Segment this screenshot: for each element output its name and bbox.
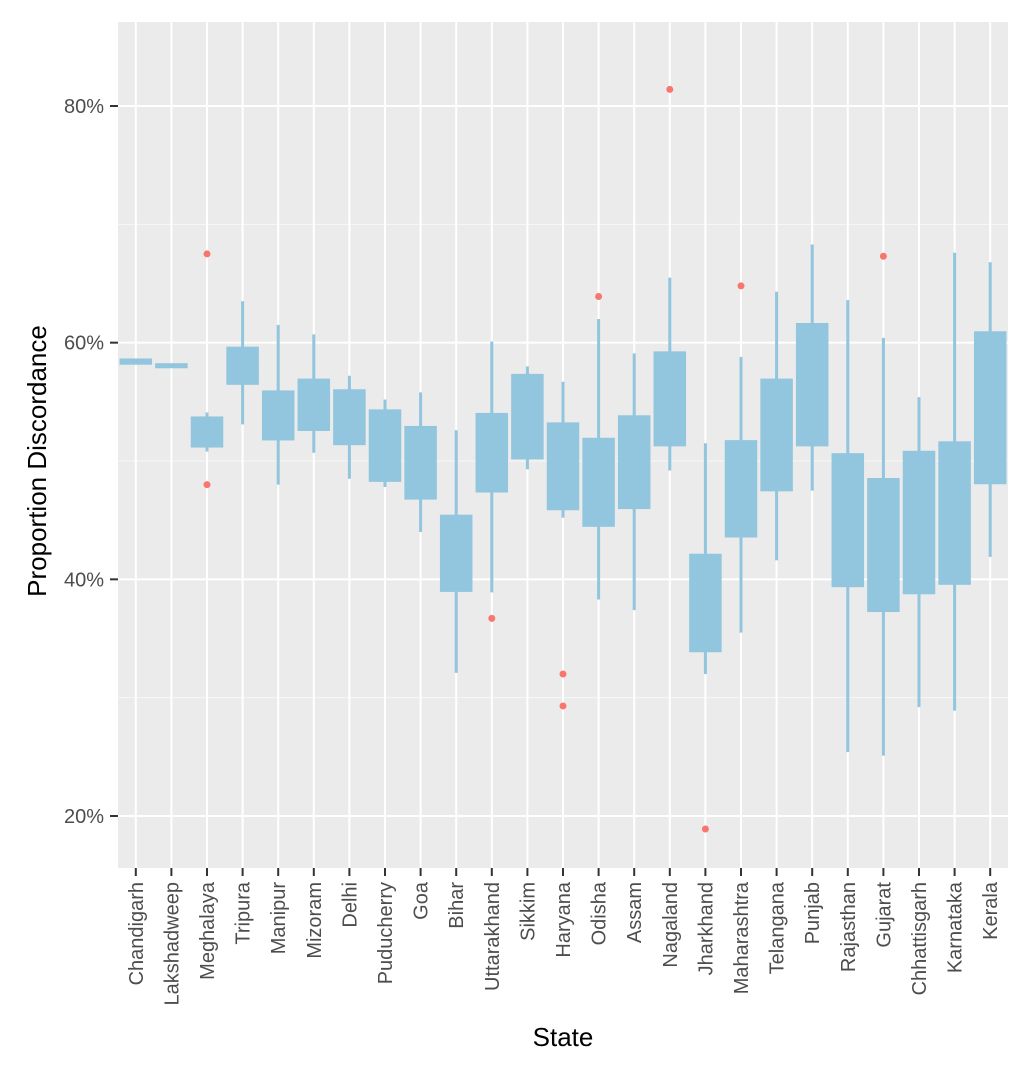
box-rajasthan [831, 300, 865, 753]
box-gujarat [867, 337, 900, 756]
boxes-layer [119, 244, 1007, 756]
box-body [689, 553, 722, 653]
box-punjab [795, 244, 829, 491]
box-body [546, 422, 580, 511]
box-assam [617, 353, 651, 611]
outlier-point [737, 282, 745, 290]
x-tick-label: Bihar [446, 882, 468, 929]
outlier-point [488, 614, 496, 622]
y-axis-title: Proportion Discordance [22, 325, 52, 597]
x-tick-label: Nagaland [660, 882, 682, 968]
outlier-point [666, 85, 674, 93]
x-tick-label: Assam [624, 882, 646, 943]
outlier-point [559, 670, 567, 678]
box-body [297, 378, 331, 431]
x-tick-label: Maharashtra [731, 881, 753, 994]
box-body [511, 373, 544, 460]
x-tick-label: Uttarakhand [482, 882, 504, 991]
x-tick-label: Odisha [589, 881, 611, 945]
box-body [190, 416, 224, 448]
outlier-point [595, 293, 603, 301]
x-tick-label: Karnataka [945, 881, 967, 973]
box-body [760, 378, 793, 492]
box-jharkhand [689, 443, 722, 674]
box-body [439, 514, 473, 592]
outlier-point [203, 250, 211, 258]
x-tick-label: Jharkhand [695, 882, 717, 975]
box-haryana [546, 381, 580, 518]
box-body [475, 412, 509, 493]
box-body [333, 389, 366, 446]
box-body [404, 425, 437, 500]
box-chhattisgarh [902, 397, 936, 708]
box-meghalaya [190, 412, 224, 452]
box-chandigarh [119, 358, 153, 365]
box-uttarakhand [475, 341, 509, 593]
x-tick-label: Kerala [980, 881, 1002, 940]
box-body [582, 437, 615, 527]
box-delhi [333, 375, 366, 479]
x-tick-label: Meghalaya [197, 881, 219, 980]
box-mizoram [297, 334, 331, 453]
outlier-point [701, 825, 709, 833]
x-tick-label: Goa [411, 881, 433, 920]
box-puducherry [368, 399, 402, 488]
x-tick-label: Lakshadweep [161, 882, 183, 1005]
box-body [617, 415, 651, 510]
box-odisha [582, 319, 615, 600]
box-body [938, 441, 971, 585]
x-tick-label: Tripura [233, 881, 255, 944]
y-tick-label: 80% [64, 96, 104, 118]
box-body [973, 331, 1007, 485]
box-karnataka [938, 252, 971, 711]
x-axis: Chandigarh Lakshadweep Meghalaya Tripura Man… [126, 868, 1002, 1005]
box-tripura [226, 301, 259, 425]
box-maharashtra [724, 356, 758, 633]
box-body [261, 390, 295, 441]
x-tick-label: Manipur [268, 882, 290, 955]
y-tick-label: 40% [64, 569, 104, 591]
outlier-point [879, 252, 887, 260]
x-tick-label: Haryana [553, 881, 575, 957]
box-body [368, 409, 402, 482]
y-tick-label: 20% [64, 806, 104, 828]
box-body [226, 346, 259, 385]
y-tick-label: 60% [64, 333, 104, 355]
box-manipur [261, 324, 295, 485]
box-body [831, 453, 865, 588]
y-axis: 20% 40% 60% 80% [64, 96, 118, 828]
box-kerala [973, 262, 1007, 557]
x-tick-label: Gujarat [873, 882, 895, 948]
box-body [724, 440, 758, 538]
box-lakshadweep [155, 363, 188, 369]
x-tick-label: Telangana [767, 881, 789, 974]
outliers-layer [203, 85, 887, 833]
box-body [653, 351, 687, 447]
x-tick-label: Mizoram [304, 882, 326, 959]
box-sikkim [511, 366, 544, 470]
x-tick-label: Puducherry [375, 882, 397, 984]
outlier-point [203, 481, 211, 489]
x-tick-label: Delhi [339, 882, 361, 928]
box-body [902, 450, 936, 595]
x-tick-label: Sikkim [517, 882, 539, 941]
box-body [795, 322, 829, 447]
x-tick-label: Chhattisgarh [909, 882, 931, 995]
x-axis-title: State [533, 1022, 594, 1052]
box-goa [404, 392, 437, 532]
outlier-point [559, 702, 567, 710]
x-tick-label: Chandigarh [126, 882, 148, 985]
box-body [867, 478, 900, 613]
x-tick-label: Punjab [802, 882, 824, 944]
box-bihar [439, 430, 473, 673]
x-tick-label: Rajasthan [838, 882, 860, 972]
box-telangana [760, 291, 793, 561]
box-nagaland [653, 277, 687, 471]
